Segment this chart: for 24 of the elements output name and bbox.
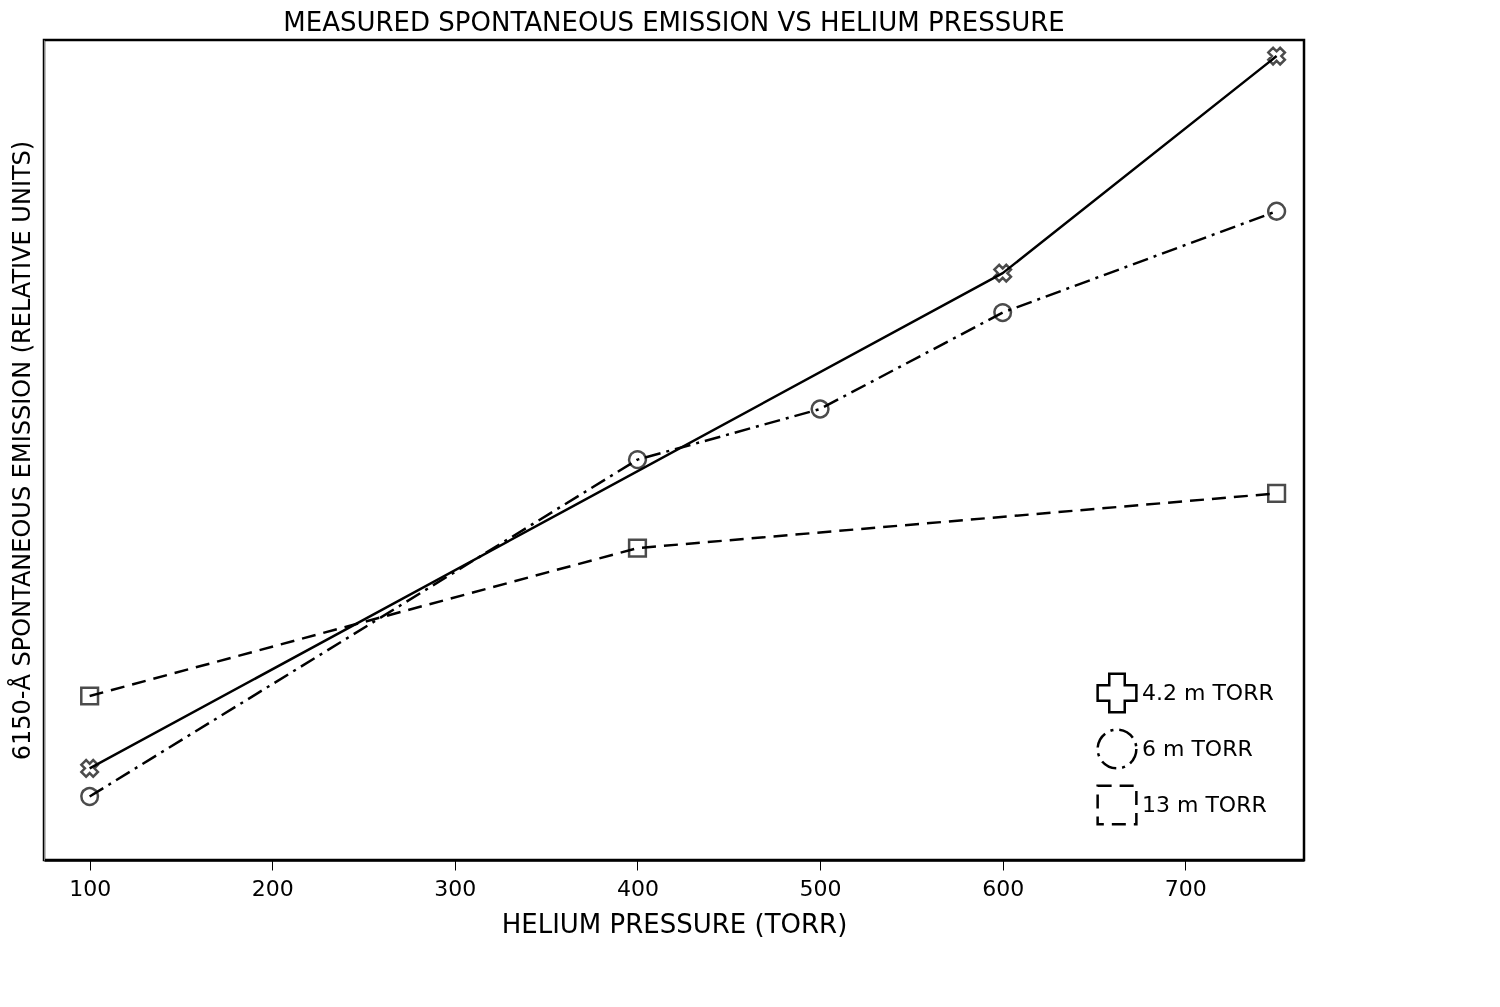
point: [627, 450, 648, 470]
point: [627, 538, 648, 558]
chart-title: MEASURED SPONTANEOUS EMISSION VS HELIUM PRESSURE: [283, 7, 1065, 37]
legend-label: 4.2 m TORR: [1142, 680, 1274, 705]
point: [993, 263, 1013, 283]
x-tick-label: 600: [982, 875, 1025, 901]
x-tick-label: 700: [1164, 875, 1207, 901]
y-axis-title: 6150-Å SPONTANEOUS EMISSION (RELATIVE UNITS): [6, 140, 36, 761]
point: [1266, 201, 1287, 221]
x-tick-label: 400: [616, 875, 659, 901]
x-axis-title: HELIUM PRESSURE (TORR): [501, 908, 848, 939]
point: [1266, 483, 1287, 504]
legend-label: 13 m TORR: [1142, 792, 1267, 817]
point: [993, 302, 1013, 323]
point: [810, 399, 830, 419]
point: [80, 758, 100, 778]
point: [1267, 46, 1287, 66]
point: [80, 686, 100, 706]
legend-label: 6 m TORR: [1142, 736, 1253, 761]
x-tick-label: 100: [69, 875, 112, 901]
point: [80, 786, 100, 807]
x-tick-label: 300: [434, 875, 477, 901]
x-tick-label: 500: [799, 875, 842, 901]
x-tick-label: 200: [251, 875, 294, 901]
